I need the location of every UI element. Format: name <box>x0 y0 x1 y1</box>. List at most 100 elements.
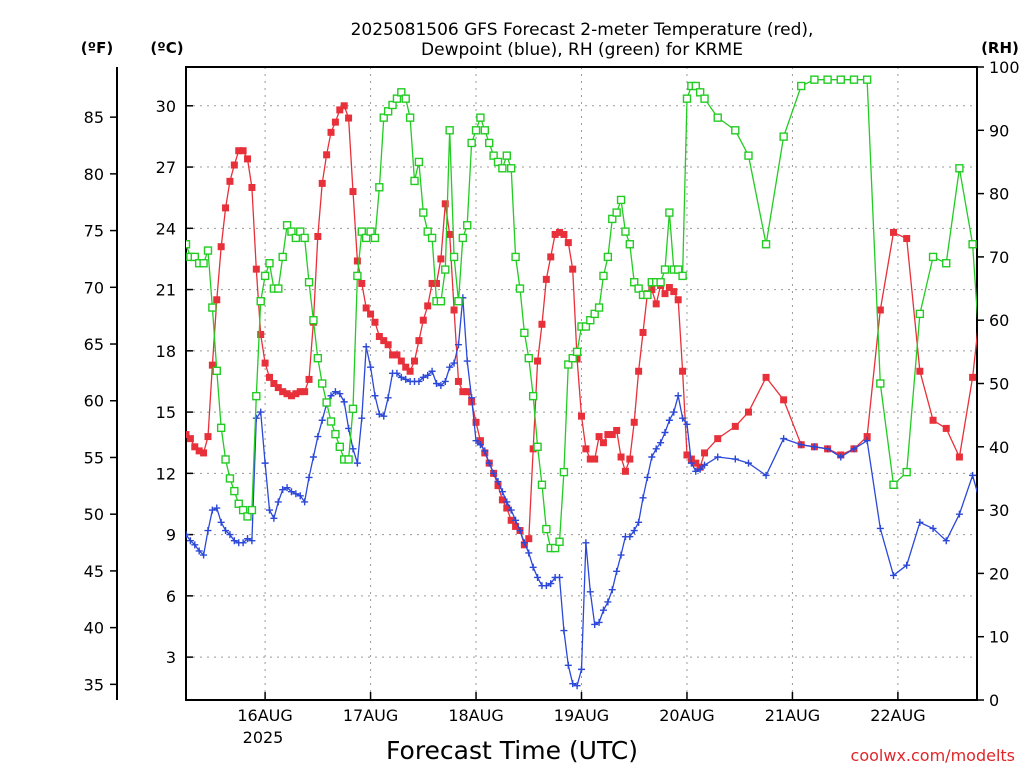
temperature-point <box>186 435 194 443</box>
temperature-point <box>608 431 616 439</box>
dewpoint-point <box>556 573 564 581</box>
temperature-point <box>336 106 344 114</box>
rh-point <box>761 240 771 249</box>
time-axis: 16AUG 17AUG 18AUG 19AUG 20AUG 21AUG 22AUG <box>237 692 926 725</box>
dewpoint-point <box>652 445 660 453</box>
dewpoint-point <box>696 465 704 473</box>
rh-point <box>445 126 454 135</box>
rh-point <box>265 259 274 268</box>
chart-title-line-2: Dewpoint (blue), RH (green) for KRME <box>421 40 743 60</box>
temperature-point <box>380 337 388 345</box>
dewpoint-point <box>362 343 370 351</box>
chart-title-line-1: 2025081506 GFS Forecast 2-meter Temperat… <box>351 20 814 40</box>
celsius-tick-label: 18 <box>156 342 176 361</box>
rh-point <box>348 404 358 414</box>
dewpoint-point <box>613 567 621 575</box>
time-tick-label: 19AUG <box>554 706 609 725</box>
celsius-tick-label: 30 <box>156 97 176 116</box>
dewpoint-point <box>591 620 599 628</box>
celsius-tick-label: 24 <box>156 219 176 238</box>
temperature-point <box>503 504 511 512</box>
temperature-point <box>665 284 673 292</box>
rh-point <box>427 233 437 243</box>
rh-point <box>186 240 191 249</box>
rh-point <box>779 132 788 141</box>
dewpoint-point <box>287 488 295 496</box>
temperature-point <box>991 204 998 211</box>
dewpoint-point <box>564 661 572 669</box>
fahrenheit-tick-label: 45 <box>84 562 104 581</box>
rh-point <box>673 265 683 274</box>
temperature-point <box>573 355 581 363</box>
rh-point <box>511 252 520 262</box>
fahrenheit-tick-label: 35 <box>84 675 104 694</box>
rh-point <box>216 423 226 433</box>
rh-point <box>419 208 428 217</box>
rh-point <box>836 75 845 84</box>
dewpoint-point <box>485 459 493 467</box>
temperature-point <box>195 447 203 455</box>
temperature-point <box>472 418 480 426</box>
dewpoint-point <box>424 371 432 379</box>
temperature-point <box>424 302 432 310</box>
rh-point <box>731 126 740 135</box>
temperature-point <box>274 384 282 392</box>
rh-axis: 0 10 20 30 40 50 60 70 80 90 100 <box>977 58 1020 710</box>
rh-point <box>247 505 257 515</box>
dewpoint-point <box>701 461 709 469</box>
celsius-tick-label: 3 <box>166 648 176 667</box>
temperature-point <box>652 300 660 308</box>
rh-point <box>335 442 345 451</box>
rh-point <box>630 278 639 287</box>
rh-point <box>643 290 652 300</box>
dewpoint-point <box>560 627 568 635</box>
rh-point <box>252 391 261 401</box>
dewpoint-point <box>916 518 924 526</box>
rh-axis-unit: (RH) <box>981 39 1019 57</box>
rh-point <box>256 297 265 306</box>
rh-point <box>581 322 591 331</box>
dewpoint-point <box>507 506 515 514</box>
temperature-point <box>780 396 788 404</box>
rh-point <box>634 284 643 293</box>
credit-link[interactable]: coolwx.com/modelts <box>851 746 1015 765</box>
rh-point <box>326 417 336 426</box>
dewpoint-point <box>599 606 607 614</box>
rh-point <box>555 537 564 546</box>
dewpoint-point <box>780 435 788 443</box>
rh-point <box>383 107 393 116</box>
dewpoint-point <box>402 375 410 383</box>
temperature-point <box>226 177 234 185</box>
rh-point <box>515 284 525 293</box>
rh-point <box>810 75 819 84</box>
dewpoint-point <box>336 390 344 398</box>
temperature-point <box>591 455 599 463</box>
rh-point <box>537 480 547 489</box>
rh-point <box>612 208 621 217</box>
rh-point <box>876 379 885 388</box>
dewpoint-point <box>635 518 643 526</box>
rh-point <box>797 81 806 91</box>
rh-point <box>559 467 569 477</box>
dewpoint-point <box>670 408 678 416</box>
temperature-point <box>248 183 256 191</box>
rh-point <box>889 480 898 489</box>
rh-point <box>366 227 375 236</box>
temperature-point <box>692 459 700 467</box>
dewpoint-point <box>472 437 480 445</box>
dewpoint-point <box>301 498 309 506</box>
rh-point <box>401 94 410 103</box>
temperature-point <box>296 388 304 396</box>
rh-point <box>199 259 208 268</box>
temperature-point <box>362 304 370 312</box>
grid <box>186 67 977 700</box>
temperature-point <box>375 333 383 341</box>
temperature-point <box>903 235 911 243</box>
dewpoint-point <box>213 504 221 512</box>
dewpoint-point <box>643 473 651 481</box>
temperature-point <box>261 359 269 367</box>
temperature-point <box>701 449 709 457</box>
dewpoint-point <box>503 498 511 506</box>
temperature-point <box>204 433 212 441</box>
dewpoint-point <box>837 453 845 461</box>
